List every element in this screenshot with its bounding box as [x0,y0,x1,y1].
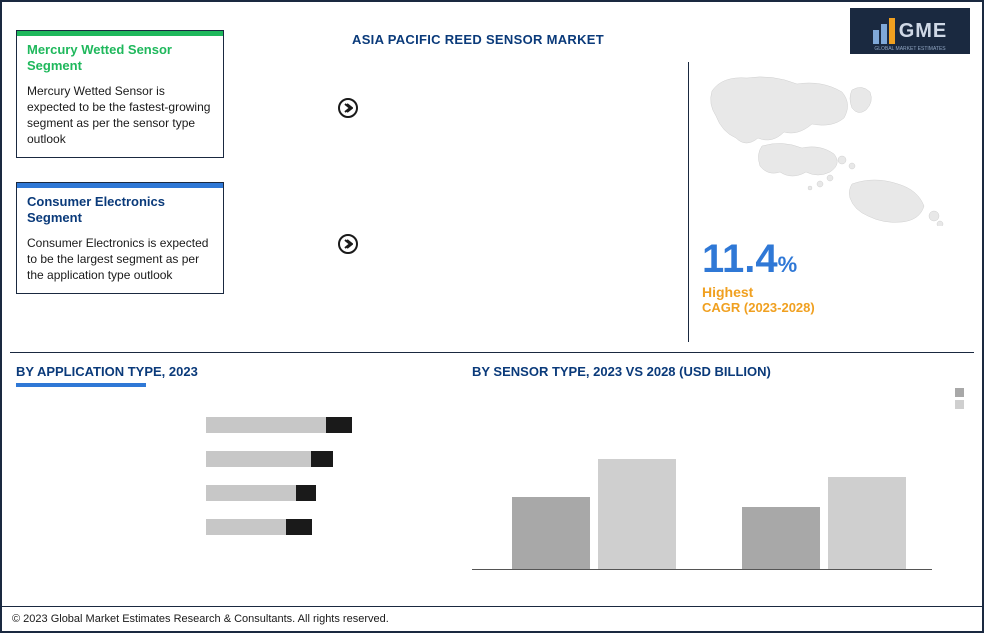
right-panel: 11.4% Highest CAGR (2023-2028) [702,66,966,315]
arrow-right-icon [338,98,358,118]
hbar-track [206,451,333,467]
hbar-row [16,415,436,435]
cagr-label-period: CAGR (2023-2028) [702,300,966,315]
hbar-row [16,483,436,503]
hbar-track [206,485,316,501]
bar-group [742,477,906,569]
cagr-label-highest: Highest [702,284,966,300]
legend-item [955,388,968,397]
hbar-segment [311,451,333,467]
hbar-track [206,417,352,433]
legend-swatch [955,388,964,397]
chart-title: BY SENSOR TYPE, 2023 VS 2028 (USD BILLIO… [472,364,972,379]
vertical-divider [688,62,689,342]
callout-consumer-electronics: Consumer Electronics Segment Consumer El… [16,182,224,294]
cagr-number: 11.4 [702,237,778,281]
bar [742,507,820,569]
callout-body: Consumer Electronics is expected to be t… [17,231,223,294]
hbar-row [16,517,436,537]
page-frame: GME GLOBAL MARKET ESTIMATES ASIA PACIFIC… [0,0,984,633]
chart-title-underline [16,383,146,387]
hbar-segment [206,417,326,433]
legend-item [955,400,968,409]
page-title: ASIA PACIFIC REED SENSOR MARKET [352,32,604,47]
gme-logo: GME GLOBAL MARKET ESTIMATES [850,8,970,54]
hbar-plot-area [16,415,436,537]
bar-group [512,459,676,569]
chart-legend [955,388,968,412]
hbar-segment [326,417,352,433]
cagr-percent-sign: % [778,252,798,277]
bar [512,497,590,569]
hbar-segment [206,519,286,535]
application-type-chart: BY APPLICATION TYPE, 2023 [16,364,436,551]
hbar-segment [206,451,311,467]
logo-bars-icon [873,18,895,44]
hbar-track [206,519,312,535]
cagr-value: 11.4% [702,237,966,282]
footer-copyright: © 2023 Global Market Estimates Research … [2,606,982,631]
bar [828,477,906,569]
callout-title: Mercury Wetted Sensor Segment [17,36,223,79]
grouped-bar-plot [472,420,932,570]
hbar-segment [296,485,316,501]
asia-pacific-map-icon [702,66,952,226]
legend-swatch [955,400,964,409]
sensor-type-chart: BY SENSOR TYPE, 2023 VS 2028 (USD BILLIO… [472,364,972,379]
callout-body: Mercury Wetted Sensor is expected to be … [17,79,223,158]
bar [598,459,676,569]
logo-subtext: GLOBAL MARKET ESTIMATES [856,46,964,52]
hbar-segment [286,519,312,535]
logo-text: GME [899,20,948,43]
callout-mercury-wetted: Mercury Wetted Sensor Segment Mercury We… [16,30,224,158]
hbar-segment [206,485,296,501]
hbar-row [16,449,436,469]
callout-title: Consumer Electronics Segment [17,188,223,231]
chart-title: BY APPLICATION TYPE, 2023 [16,364,436,379]
arrow-right-icon [338,234,358,254]
horizontal-divider [10,352,974,353]
